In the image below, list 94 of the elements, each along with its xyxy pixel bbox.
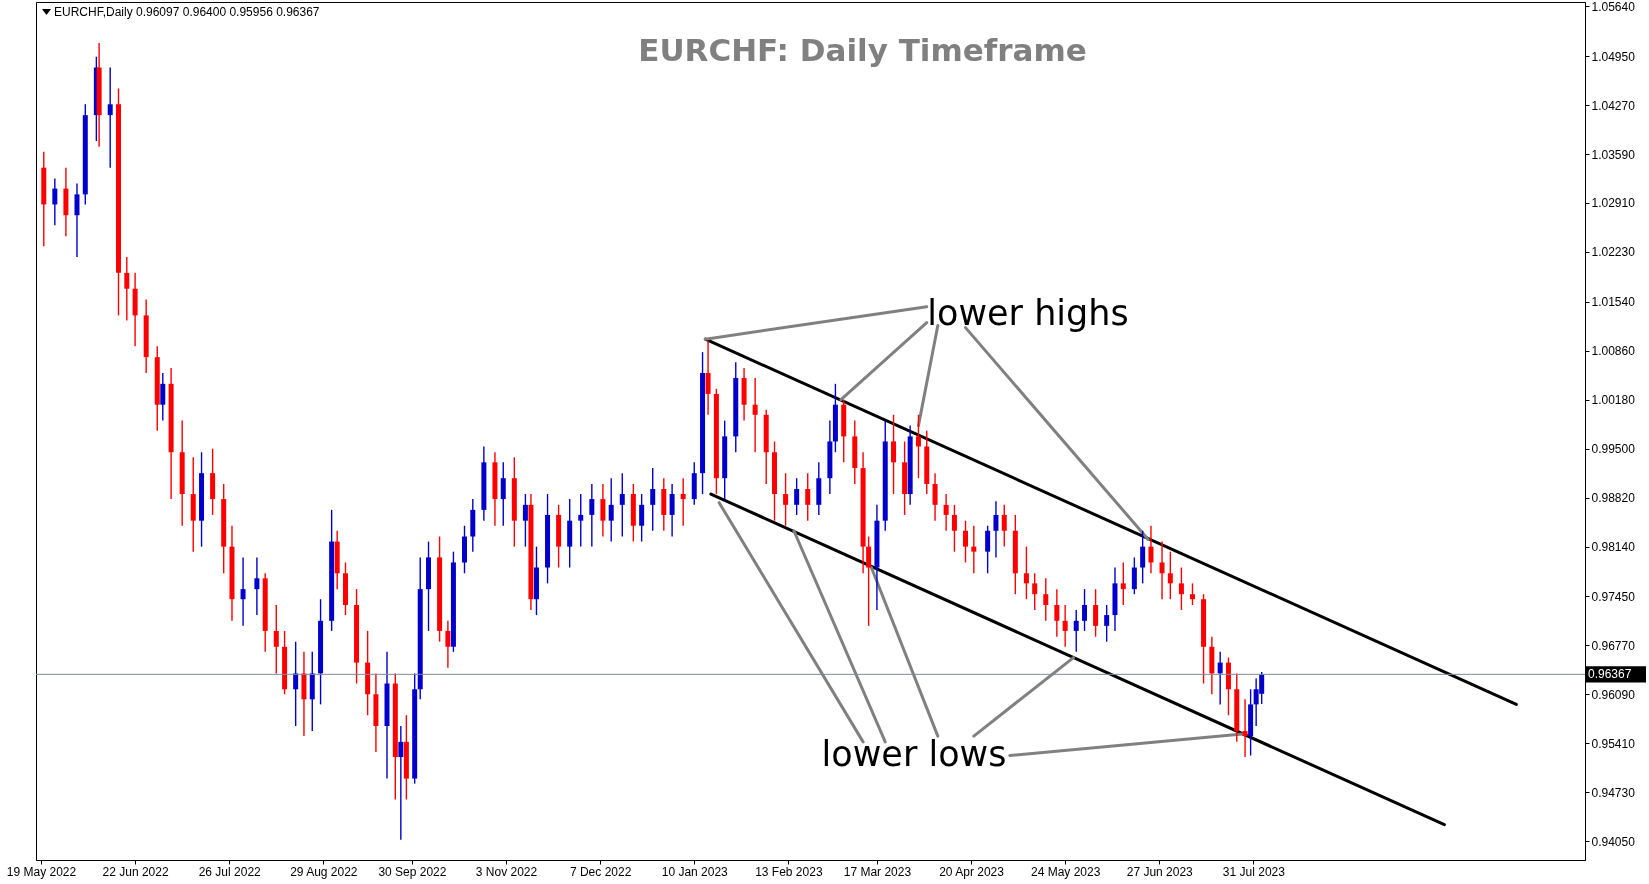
candlestick (805, 472, 811, 522)
candlestick (915, 414, 921, 479)
candlestick (891, 414, 897, 495)
candlestick (293, 641, 299, 727)
y-tick-label: 0.94050 (1591, 834, 1636, 849)
candlestick (608, 477, 614, 543)
x-tick-label: 10 Jan 2023 (661, 864, 729, 879)
annotation: EURCHF,Daily 0.96097 0.96400 0.95956 0.96367 (54, 5, 320, 19)
candlestick (932, 472, 938, 522)
candlestick (1023, 545, 1029, 600)
candlestick (1104, 604, 1110, 643)
candlestick (52, 177, 58, 227)
x-tick-label: 20 Apr 2023 (939, 864, 1005, 879)
x-tick-label: 17 Mar 2023 (843, 864, 912, 879)
candlestick (1054, 588, 1060, 638)
candlestick (1159, 540, 1165, 600)
x-tick-label: 27 Jun 2023 (1126, 864, 1194, 879)
candlestick (578, 493, 584, 548)
text: EURCHF: Daily Timeframe (638, 32, 1087, 69)
x-tick-label: 30 Sep 2022 (378, 864, 447, 879)
y-tick-label: 0.94730 (1591, 785, 1636, 800)
candlestick (650, 467, 656, 532)
candlestick (254, 556, 260, 616)
candlestick (1189, 582, 1195, 606)
annotation: lower lows (821, 734, 1007, 774)
x-tick-label: 26 Jul 2022 (198, 864, 262, 879)
y-tick-label: 1.00860 (1591, 344, 1636, 359)
candlestick (1082, 588, 1088, 632)
candlestick (639, 493, 645, 543)
candlestick (985, 525, 991, 574)
x-tick-label: 31 Jul 2023 (1222, 864, 1286, 879)
x-tick-label: 3 Nov 2022 (475, 864, 538, 879)
candlestick (1073, 609, 1079, 653)
y-tick-label: 1.04270 (1591, 98, 1636, 113)
candlestick (943, 493, 949, 532)
candlestick (1148, 525, 1154, 574)
y-tick-label: 0.98820 (1591, 491, 1636, 506)
candlestick (273, 604, 279, 675)
candlestick (600, 483, 606, 538)
y-tick-label: 1.02230 (1591, 245, 1636, 260)
annotation: lower highs (927, 293, 1129, 333)
candlestick (1120, 561, 1126, 606)
y-tick-label: 1.01540 (1591, 295, 1636, 310)
candlestick (1001, 504, 1007, 548)
y-tick-label: 1.02910 (1591, 196, 1636, 211)
candlestick (1131, 556, 1137, 595)
x-tick-label: 29 Aug 2022 (290, 864, 358, 879)
candlestick (1062, 604, 1068, 648)
candlestick (398, 725, 404, 841)
candlestick (1217, 651, 1223, 706)
y-tick-label: 0.96090 (1591, 687, 1636, 702)
candlestick (1032, 572, 1038, 611)
candlestick (240, 556, 246, 627)
x-tick-label: 24 May 2023 (1030, 864, 1101, 879)
y-tick-label: 0.97450 (1591, 589, 1636, 604)
candlestick (522, 493, 528, 548)
candlestick (783, 472, 789, 527)
x-tick-label: 7 Dec 2022 (569, 864, 632, 879)
y-tick-label: 0.95410 (1591, 736, 1636, 751)
candlestick (445, 620, 451, 669)
candlestick (794, 477, 800, 516)
candlestick (1140, 530, 1146, 585)
candlestick (124, 256, 130, 322)
candlestick (160, 372, 166, 422)
y-tick-label: 1.04950 (1591, 49, 1636, 64)
y-tick-label: 1.03590 (1591, 147, 1636, 162)
candlestick (680, 477, 686, 527)
candlestick (993, 500, 999, 559)
y-tick-label: 0.98140 (1591, 540, 1636, 555)
candlestick (1178, 566, 1184, 611)
candlestick (500, 461, 506, 527)
y-tick-label: 0.99500 (1591, 442, 1636, 457)
candlestick (107, 66, 113, 169)
x-tick-label: 19 May 2022 (6, 864, 77, 879)
candlestick (1093, 588, 1099, 638)
candlestick (963, 519, 969, 564)
candlestick (1043, 577, 1049, 622)
candlestick (669, 483, 675, 538)
candlestick (705, 340, 711, 416)
candlestick (74, 182, 80, 258)
y-tick-label: 1.05640 (1591, 0, 1636, 14)
ref-line-label: 0.96367 (1588, 667, 1632, 682)
candlestick (866, 535, 872, 627)
y-tick-label: 0.96770 (1591, 638, 1636, 653)
x-tick-label: 22 Jun 2022 (102, 864, 169, 879)
candlestick (752, 377, 758, 453)
candlestick (1167, 550, 1173, 600)
y-tick-label: 1.00180 (1591, 393, 1636, 408)
candlestick (951, 504, 957, 553)
candlestick (971, 525, 977, 574)
x-tick-label: 13 Feb 2023 (755, 864, 823, 879)
candlestick (1242, 698, 1248, 758)
candlestick (589, 483, 595, 548)
candlestick (619, 472, 625, 538)
